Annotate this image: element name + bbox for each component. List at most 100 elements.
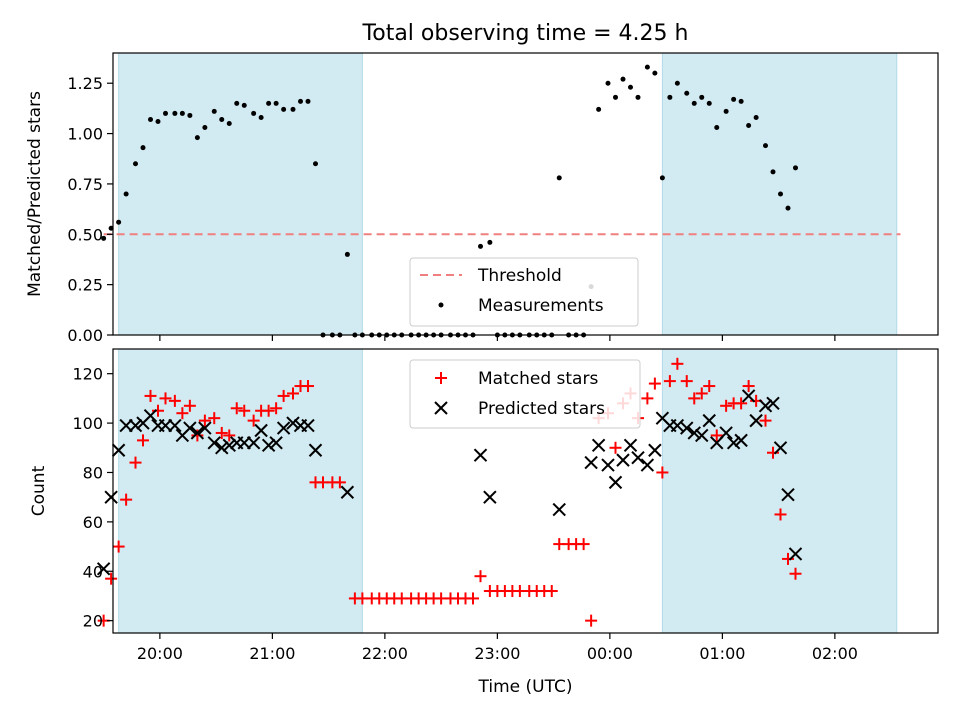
predicted-star-point [758,399,773,413]
predicted-star-point [749,413,763,428]
measurement-point [187,112,193,118]
matched-star-point [467,592,479,605]
legend-predicted-swatch [434,401,448,415]
predicted-star-point [719,426,733,440]
predicted-star-point [198,421,212,435]
measurement-point [266,100,272,106]
measurement-point [620,76,626,82]
bottom-plot-frame [112,348,939,634]
top-shaded-regions [118,52,898,336]
matched-star-point [191,429,204,442]
measurement-point [123,191,129,197]
x-tick-label: 23:00 [474,644,520,663]
predicted-star-point [207,436,221,450]
predicted-star-point [254,423,268,438]
y-tick-label: 0.50 [67,225,103,244]
measurement-point [605,80,611,86]
shaded-region [118,52,363,336]
predicted-star-point [680,421,694,435]
x-tick-label: 00:00 [587,644,633,663]
bottom-panel: 20 40 60 80 100 120 20:00 21:00 22:00 23:00 00:00… [29,348,939,697]
predicted-star-point [128,418,143,433]
y-tick-label: 0.25 [67,276,103,295]
matched-star-point [223,429,236,442]
measurement-point [478,243,483,249]
y-tick-label: 40 [83,562,103,581]
bottom-y-axis: 20 40 60 80 100 120 [72,365,113,631]
matched-star-point [176,407,189,420]
x-tick-label: 02:00 [812,644,858,663]
predicted-star-point [773,441,788,455]
predicted-star-point [473,448,488,462]
predicted-star-point [702,413,716,428]
matched-star-point [767,446,779,459]
legend-measurements-swatch [438,302,444,308]
matched-star-point [695,387,708,400]
measurement-point [298,98,303,104]
matched-star-point [759,414,772,427]
measurement-point [674,80,680,86]
measurement-point [785,205,791,211]
measurement-point [108,225,114,231]
top-legend: Threshold Measurements [409,257,639,327]
top-y-axis: 0.00 0.25 0.50 0.75 1.00 1.25 [67,74,113,345]
measurement-point [667,94,673,100]
matched-star-point [198,414,211,427]
matched-star-point [585,614,598,627]
measurement-point [635,94,641,100]
matched-star-point [230,402,243,415]
legend-predicted-label: Predicted stars [478,399,605,419]
predicted-star-point [623,438,638,453]
legend-matched-label: Matched stars [478,369,598,389]
matched-star-point [120,493,133,506]
y-tick-label: 60 [83,513,103,532]
measurement-point [313,161,318,167]
y-tick-label: 120 [72,365,103,384]
predicted-star-point [183,421,197,435]
predicted-star-point [584,455,598,470]
matched-star-point [287,387,299,400]
predicted-star-point [781,487,795,502]
measurement-point [202,125,208,131]
top-y-axis-label: Matched/Predicted stars [25,91,45,297]
measurement-point [613,94,618,100]
matched-star-point [333,476,346,489]
predicted-stars-series [96,389,803,576]
matched-star-point [238,404,251,417]
predicted-star-point [483,490,497,504]
predicted-star-point [788,547,803,561]
measurement-point [194,135,200,141]
predicted-star-point [269,436,283,450]
matched-star-point [720,399,733,412]
matched-star-point [671,357,684,370]
matched-star-point [168,394,181,407]
y-tick-label: 1.25 [67,74,103,93]
matched-star-point [577,538,590,551]
measurement-point [556,175,562,181]
measurement-point [211,108,217,114]
measurement-point [179,110,185,116]
measurement-point [793,165,798,171]
matched-star-point [159,392,172,405]
measurement-point [778,191,783,197]
x-tick-label: 21:00 [249,644,295,663]
matched-star-point [262,404,275,417]
measurement-point [116,219,122,225]
matched-star-point [680,375,693,388]
matched-star-point [247,414,260,427]
measurement-point [140,145,146,151]
predicted-star-point [631,450,645,465]
y-tick-label: 80 [83,463,103,482]
predicted-star-point [766,396,780,411]
y-tick-label: 0.00 [67,326,103,345]
measurement-point [738,98,744,104]
y-tick-label: 0.75 [67,175,103,194]
x-tick-label: 22:00 [362,644,408,663]
matched-star-point [105,572,118,585]
predicted-star-point [695,428,709,443]
matched-star-point [782,552,794,565]
x-tick-label: 20:00 [137,644,183,663]
measurement-point [172,110,178,116]
measurement-point [344,251,350,257]
predicted-star-point [96,562,111,576]
